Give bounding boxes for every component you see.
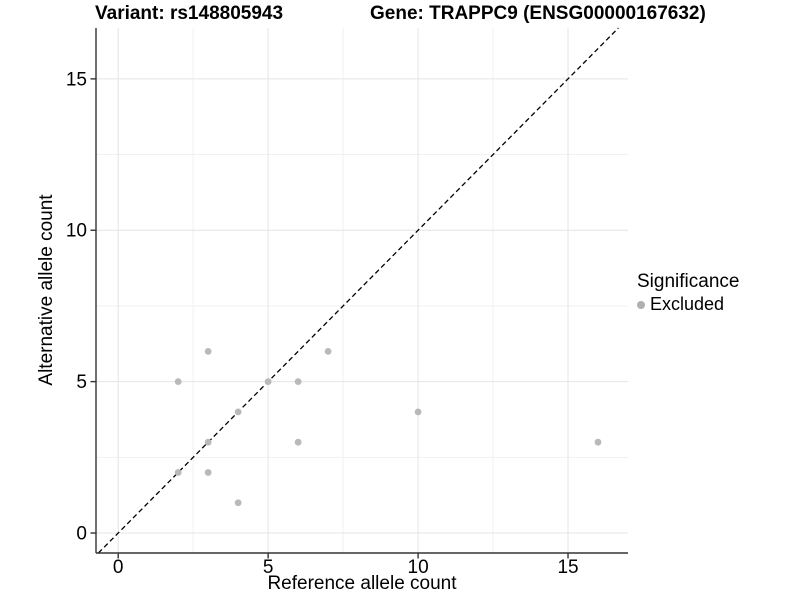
data-point xyxy=(594,438,602,446)
data-point xyxy=(234,408,242,416)
variant-title: Variant: rs148805943 xyxy=(95,3,284,24)
x-axis-title: Reference allele count xyxy=(267,573,457,594)
data-point xyxy=(204,469,212,476)
legend-item-label: Excluded xyxy=(650,294,725,314)
data-point xyxy=(324,347,332,355)
data-point xyxy=(264,378,272,386)
y-tick-label: 0 xyxy=(76,524,87,545)
y-axis-title: Alternative allele count xyxy=(36,194,57,386)
data-point xyxy=(204,438,212,446)
y-tick-label: 15 xyxy=(66,69,87,90)
data-point xyxy=(204,347,212,355)
gene-title: Gene: TRAPPC9 (ENSG00000167632) xyxy=(370,3,706,24)
legend-point-icon xyxy=(637,300,645,309)
identity-dashed-line xyxy=(97,27,619,554)
data-point xyxy=(414,408,422,416)
data-point xyxy=(174,378,182,386)
x-tick-label: 10 xyxy=(408,557,429,578)
legend-title: Significance xyxy=(637,271,740,292)
legend: Significance Excluded xyxy=(637,271,739,315)
y-tick-label: 10 xyxy=(66,221,87,242)
data-point xyxy=(294,438,302,446)
x-tick-label: 0 xyxy=(113,557,124,578)
y-tick-label: 5 xyxy=(76,372,87,393)
data-point xyxy=(234,499,242,507)
data-point xyxy=(294,378,302,386)
x-tick-label: 5 xyxy=(263,557,274,578)
data-point xyxy=(174,469,182,476)
legend-item-excluded: Excluded xyxy=(637,294,739,315)
x-tick-label: 15 xyxy=(557,557,578,578)
